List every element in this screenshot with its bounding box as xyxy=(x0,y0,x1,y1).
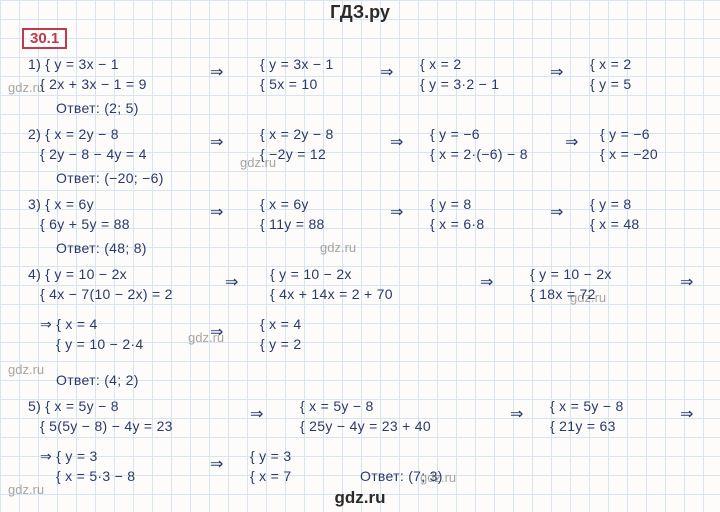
handwriting-line: Ответ: (−20; −6) xyxy=(56,170,164,186)
handwriting-line: { 4x + 14x = 2 + 70 xyxy=(270,286,393,302)
arrow-icon: ⇒ xyxy=(510,404,523,424)
arrow-icon: ⇒ xyxy=(480,272,493,292)
arrow-icon: ⇒ xyxy=(550,202,563,222)
handwriting-line: Ответ: (4; 2) xyxy=(56,372,139,388)
arrow-icon: ⇒ xyxy=(680,404,693,424)
handwriting-line: ⇒ { x = 4 xyxy=(40,316,98,333)
watermark: gdz.ru xyxy=(420,470,456,485)
handwriting-line: { y = −6 xyxy=(600,126,650,142)
handwriting-line: ⇒ { y = 3 xyxy=(40,448,98,465)
handwriting-line: { 6y + 5y = 88 xyxy=(40,216,130,232)
handwriting-line: { y = 10 − 2x xyxy=(530,266,612,282)
arrow-icon: ⇒ xyxy=(550,62,563,82)
handwriting-line: Ответ: (2; 5) xyxy=(56,100,139,116)
handwriting-line: { y = 10 − 2x xyxy=(270,266,352,282)
handwriting-line: { x = 2·(−6) − 8 xyxy=(430,146,528,162)
handwriting-line: { x = 4 xyxy=(260,316,301,332)
handwriting-line: { x = 2y − 8 xyxy=(260,126,334,142)
handwriting-line: { x = 2 xyxy=(590,56,631,72)
handwriting-line: { x = 5·3 − 8 xyxy=(56,468,135,484)
handwriting-line: { 11y = 88 xyxy=(260,216,325,232)
handwriting-line: { x = 5y − 8 xyxy=(550,398,624,414)
handwriting-line: { x = 2 xyxy=(420,56,461,72)
arrow-icon: ⇒ xyxy=(225,272,238,292)
handwriting-line: { y = 10 − 2·4 xyxy=(56,336,143,352)
page-footer: gdz.ru xyxy=(0,488,720,508)
handwriting-line: { 5(5y − 8) − 4y = 23 xyxy=(40,418,173,434)
arrow-icon: ⇒ xyxy=(390,202,403,222)
handwriting-line: 5) { x = 5y − 8 xyxy=(28,398,119,414)
arrow-icon: ⇒ xyxy=(380,62,393,82)
handwriting-line: { x = −20 xyxy=(600,146,658,162)
handwriting-line: Ответ: (48; 8) xyxy=(56,240,147,256)
handwriting-line: { y = 3x − 1 xyxy=(260,56,334,72)
arrow-icon: ⇒ xyxy=(210,132,223,152)
handwriting-line: { y = −6 xyxy=(430,126,480,142)
arrow-icon: ⇒ xyxy=(210,202,223,222)
handwriting-line: 1) { y = 3x − 1 xyxy=(28,56,119,72)
watermark: gdz.ru xyxy=(188,330,224,345)
handwriting-line: 2) { x = 2y − 8 xyxy=(28,126,119,142)
handwriting-line: { x = 48 xyxy=(590,216,640,232)
handwriting-line: { 4x − 7(10 − 2x) = 2 xyxy=(40,286,173,302)
watermark: gdz.ru xyxy=(320,240,356,255)
watermark: gdz.ru xyxy=(570,290,606,305)
arrow-icon: ⇒ xyxy=(210,62,223,82)
handwriting-line: { y = 3·2 − 1 xyxy=(420,76,499,92)
handwriting-line: { 25y − 4y = 23 + 40 xyxy=(300,418,431,434)
page-header: ГДЗ.ру xyxy=(0,2,720,23)
handwriting-line: { x = 5y − 8 xyxy=(300,398,374,414)
handwriting-line: { y = 2 xyxy=(260,336,301,352)
arrow-icon: ⇒ xyxy=(250,404,263,424)
handwriting-line: { x = 7 xyxy=(250,468,291,484)
watermark: gdz.ru xyxy=(240,155,276,170)
arrow-icon: ⇒ xyxy=(565,132,578,152)
handwriting-line: { y = 8 xyxy=(430,196,471,212)
arrow-icon: ⇒ xyxy=(210,454,223,474)
handwriting-line: { x = 6·8 xyxy=(430,216,484,232)
handwriting-line: { y = 5 xyxy=(590,76,631,92)
handwriting-line: { x = 6y xyxy=(260,196,309,212)
problem-number-box: 30.1 xyxy=(22,28,67,49)
arrow-icon: ⇒ xyxy=(390,132,403,152)
watermark: gdz.ru xyxy=(8,80,44,95)
handwriting-line: { y = 3 xyxy=(250,448,291,464)
arrow-icon: ⇒ xyxy=(680,272,693,292)
handwriting-line: { 5x = 10 xyxy=(260,76,318,92)
handwriting-line: { 21y = 63 xyxy=(550,418,616,434)
handwriting-line: { 2x + 3x − 1 = 9 xyxy=(40,76,147,92)
watermark: gdz.ru xyxy=(8,362,44,377)
handwriting-line: { 2y − 8 − 4y = 4 xyxy=(40,146,147,162)
handwriting-line: 3) { x = 6y xyxy=(28,196,94,212)
handwriting-line: 4) { y = 10 − 2x xyxy=(28,266,127,282)
handwriting-line: { y = 8 xyxy=(590,196,631,212)
